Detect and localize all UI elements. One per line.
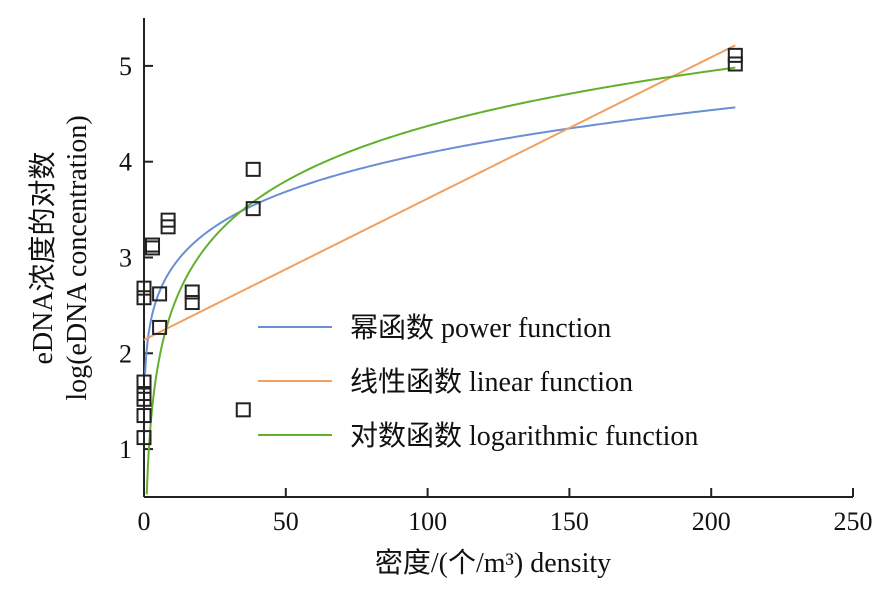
y-tick-label: 4 [119, 148, 132, 177]
data-point [145, 237, 161, 253]
data-point [245, 161, 261, 177]
x-tick-label: 50 [273, 507, 299, 536]
y-tick-label: 2 [119, 339, 132, 368]
x-tick-label: 100 [408, 507, 447, 536]
data-point [727, 56, 743, 72]
data-point [160, 212, 176, 228]
x-tick-label: 150 [550, 507, 589, 536]
data-point [136, 374, 152, 390]
data-point [136, 280, 152, 296]
x-tick-label: 0 [138, 507, 151, 536]
data-point [184, 295, 200, 311]
y-tick-label: 3 [119, 244, 132, 273]
data-point [184, 284, 200, 300]
x-tick-label: 200 [692, 507, 731, 536]
y-axis-title-line1: eDNA浓度的对数 [27, 151, 59, 364]
x-tick-label: 250 [834, 507, 873, 536]
legend: 幂函数 power function 线性函数 linear function 对数… [258, 312, 698, 452]
data-point [136, 408, 152, 424]
data-point [136, 290, 152, 306]
fit-curve-logarithmic [145, 66, 736, 495]
data-point [245, 201, 261, 217]
y-axis-title-line2: log(eDNA concentration) [62, 115, 93, 400]
data-point [727, 47, 743, 63]
data-points [136, 47, 743, 446]
x-ticks: 0 50 100 150 200 250 [138, 488, 873, 536]
data-point [136, 386, 152, 402]
y-ticks: 1 2 3 4 5 [119, 52, 153, 464]
data-point [235, 402, 251, 418]
legend-label-logarithmic: 对数函数 logarithmic function [350, 420, 698, 452]
data-point [152, 286, 168, 302]
x-axis-title: 密度/(个/m³) density [375, 547, 611, 579]
data-point [136, 430, 152, 446]
y-tick-label: 5 [119, 52, 132, 81]
data-point [152, 319, 168, 335]
legend-label-power: 幂函数 power function [350, 312, 611, 344]
y-tick-label: 1 [119, 435, 132, 464]
legend-label-linear: 线性函数 linear function [350, 366, 633, 398]
fit-curve-linear [143, 44, 736, 341]
